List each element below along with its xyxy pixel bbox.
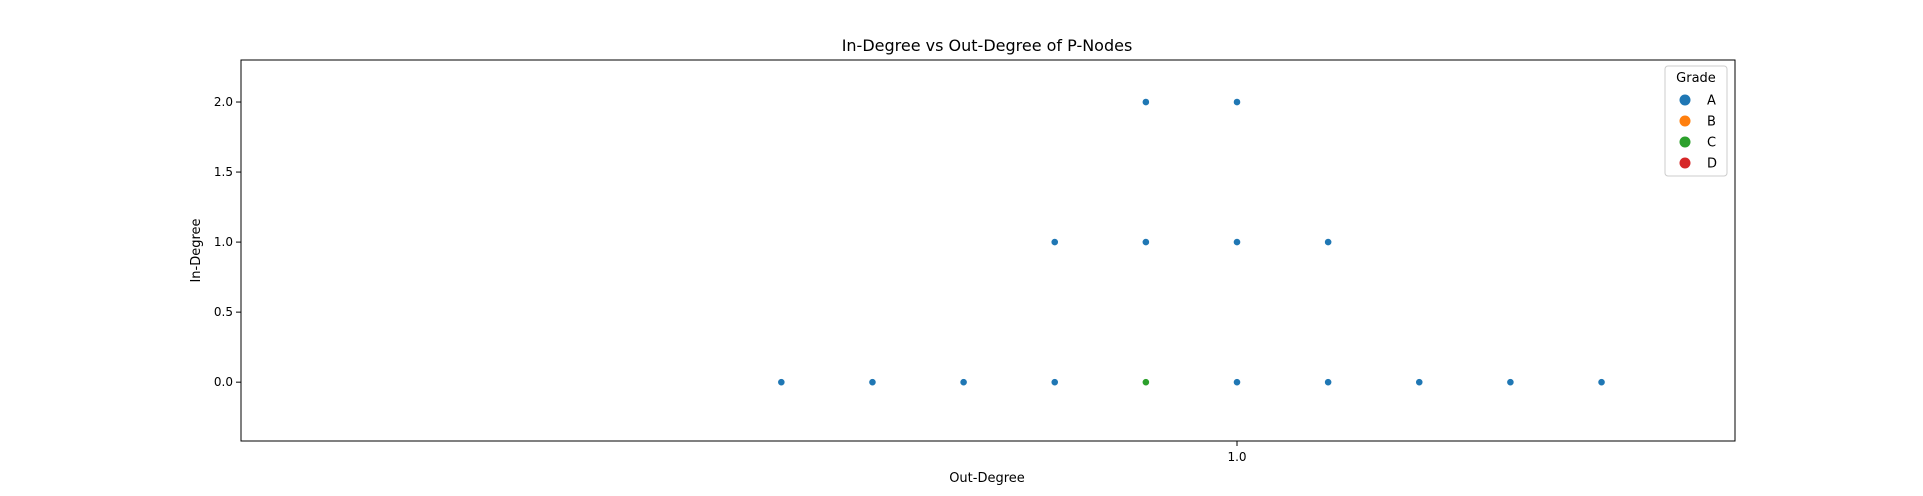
y-tick-label: 0.5 xyxy=(214,305,233,319)
legend-label-b: B xyxy=(1707,115,1716,130)
y-tick-label: 2.0 xyxy=(214,95,233,109)
y-tick-label: 1.0 xyxy=(214,235,233,249)
data-point-a-6 xyxy=(1324,238,1333,246)
data-point-a-9 xyxy=(959,378,968,387)
legend-label-c: C xyxy=(1707,136,1716,151)
data-point-a-2 xyxy=(1233,98,1241,106)
legend-label-d: D xyxy=(1707,157,1717,172)
y-axis-label: In-Degree xyxy=(189,218,204,282)
data-point-a-11 xyxy=(1233,378,1241,387)
plot-frame xyxy=(240,59,1736,442)
x-axis-label: Out-Degree xyxy=(949,471,1025,486)
data-point-a-15 xyxy=(1597,378,1606,387)
legend-label-a: A xyxy=(1707,94,1716,109)
data-points xyxy=(777,98,1606,387)
chart-title: In-Degree vs Out-Degree of P-Nodes xyxy=(842,36,1133,55)
legend-marker-b xyxy=(1679,115,1691,127)
data-point-a-8 xyxy=(868,378,877,387)
axes: 0.0 0.5 1.0 1.5 2.0 1.0 xyxy=(214,59,1736,464)
data-point-a-13 xyxy=(1415,378,1424,387)
data-point-a-1 xyxy=(1141,98,1150,106)
y-tick-label: 1.5 xyxy=(214,165,233,179)
legend-marker-c xyxy=(1679,136,1691,148)
data-point-a-12 xyxy=(1324,378,1333,387)
legend-box xyxy=(1664,65,1728,177)
y-tick-label: 0.0 xyxy=(214,375,233,389)
data-point-a-4 xyxy=(1141,238,1150,246)
x-tick-label: 1.0 xyxy=(1227,450,1246,464)
legend-marker-a xyxy=(1679,94,1691,106)
data-point-a-3 xyxy=(1050,238,1059,246)
data-point-a-5 xyxy=(1233,238,1241,246)
legend-title: Grade xyxy=(1676,71,1716,86)
legend-marker-d xyxy=(1679,157,1691,169)
data-point-a-7 xyxy=(777,378,786,387)
data-point-a-10 xyxy=(1050,378,1059,387)
data-point-c-1 xyxy=(1141,378,1150,387)
data-point-a-14 xyxy=(1506,378,1515,387)
